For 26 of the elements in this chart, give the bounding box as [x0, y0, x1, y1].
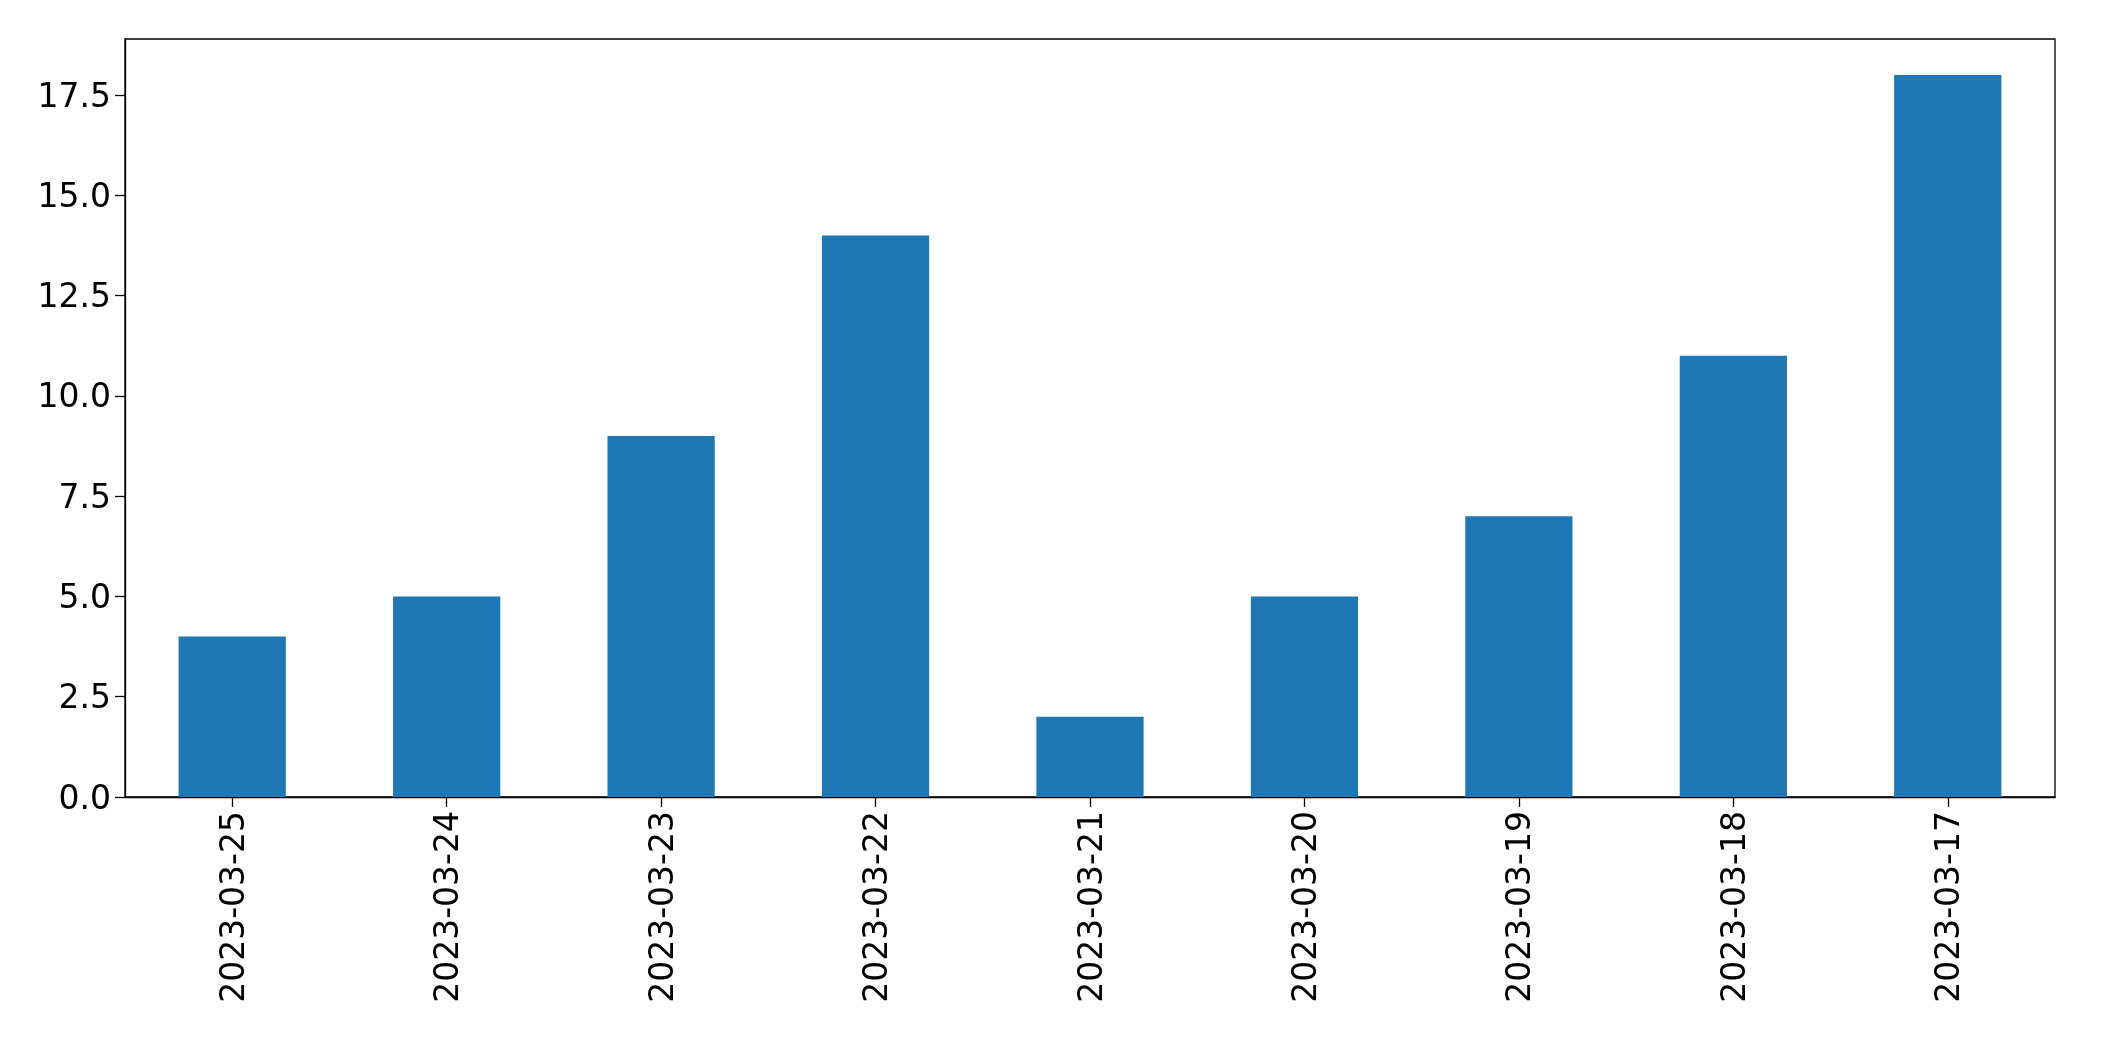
bar	[1465, 516, 1573, 797]
bar	[1679, 355, 1787, 797]
bar	[821, 235, 930, 797]
y-tick-label: 15.0	[37, 175, 111, 215]
bar	[178, 636, 286, 797]
bar	[1250, 596, 1359, 797]
bar	[393, 596, 501, 797]
x-tick-label: 2023-03-18	[1713, 811, 1753, 1003]
y-tick-label: 5.0	[58, 576, 111, 616]
bar	[1036, 716, 1144, 797]
x-tick-label: 2023-03-22	[856, 811, 896, 1003]
x-tick-label: 2023-03-25	[212, 811, 252, 1003]
y-tick-label: 0.0	[58, 777, 111, 817]
x-tick-label: 2023-03-20	[1284, 811, 1324, 1003]
x-tick-label: 2023-03-17	[1928, 811, 1968, 1003]
y-tick-label: 2.5	[58, 677, 111, 717]
y-tick-label: 17.5	[37, 75, 111, 115]
bar	[607, 436, 715, 797]
y-tick-label: 7.5	[58, 476, 111, 516]
x-tick-label: 2023-03-23	[641, 811, 681, 1003]
x-tick-label: 2023-03-24	[427, 811, 467, 1003]
y-tick-label: 10.0	[37, 376, 111, 416]
y-tick-label: 12.5	[37, 276, 111, 316]
bar	[1894, 75, 2002, 797]
x-tick-label: 2023-03-21	[1070, 811, 1110, 1003]
x-tick-label: 2023-03-19	[1499, 811, 1539, 1003]
